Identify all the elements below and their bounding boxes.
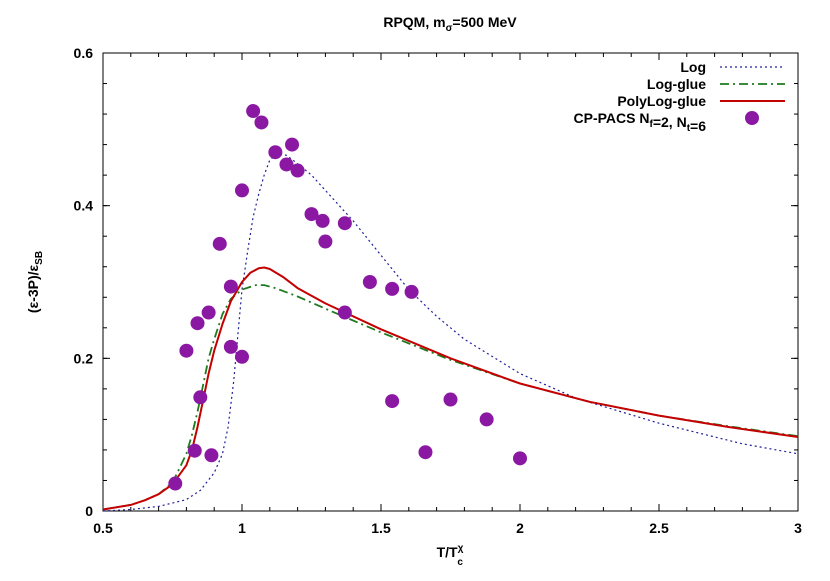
cp-pacs-nf-2-nt-6-point (246, 104, 261, 119)
y-axis-label-sub: SB (34, 251, 45, 265)
cp-pacs-nf-2-nt-6-point (285, 137, 300, 152)
x-axis: 0.5 1 1.5 2 2.5 3 (93, 53, 802, 536)
cp-pacs-nf-2-nt-6-point (268, 145, 283, 160)
legend-marker-points (745, 111, 759, 125)
cp-pacs-nf-2-nt-6-point (385, 281, 400, 296)
cp-pacs-nf-2-nt-6-point (337, 305, 352, 320)
x-axis-label-main: T/T (437, 544, 458, 560)
legend-label: Log-glue (647, 76, 706, 92)
legend-label-part: CP-PACS N (574, 110, 650, 126)
x-tick-label: 3 (794, 520, 802, 536)
chart-title-sub: σ (446, 23, 453, 34)
cp-pacs-nf-2-nt-6-point (404, 284, 419, 299)
x-axis-label: T/Tχ c (437, 543, 464, 568)
x-tick-label: 2.5 (649, 520, 669, 536)
cp-pacs-nf-2-nt-6-point (223, 279, 238, 294)
cp-pacs-nf-2-nt-6-point (168, 476, 183, 491)
y-tick-label: 0 (85, 503, 93, 519)
legend-label: Log (680, 59, 706, 75)
legend-label-part: =6 (690, 118, 706, 134)
y-axis-label-main: (ε-3P)/ε (25, 264, 41, 313)
y-tick-label: 0.2 (74, 350, 94, 366)
cp-pacs-nf-2-nt-6-point (193, 390, 208, 405)
cp-pacs-nf-2-nt-6-point (201, 305, 216, 320)
cp-pacs-nf-2-nt-6-point (235, 349, 249, 364)
chart-title: RPQM, mσ=500 MeV (383, 14, 517, 34)
cp-pacs-nf-2-nt-6-point (513, 451, 527, 466)
cp-pacs-nf-2-nt-6-point (418, 445, 433, 460)
legend-label-part: t (687, 123, 691, 134)
y-axis: 0 0.2 0.4 0.6 (74, 45, 798, 519)
plot-frame (102, 52, 799, 512)
x-tick-label: 0.5 (93, 520, 113, 536)
cp-pacs-nf-2-nt-6-point (318, 234, 333, 249)
y-axis-label: (ε-3P)/εSB (25, 251, 45, 313)
cp-pacs-nf-2-nt-6-point (315, 213, 330, 228)
x-tick-label: 1 (238, 520, 246, 536)
cp-pacs-nf-2-nt-6-point (385, 394, 400, 409)
cp-pacs-nf-2-nt-6-point (223, 339, 238, 354)
legend-label-part: =2, N (653, 114, 687, 130)
cp-pacs-nf-2-nt-6-point (187, 443, 202, 458)
cp-pacs-nf-2-nt-6-point (254, 115, 269, 130)
chart-title-main: RPQM, m (383, 14, 445, 30)
x-axis-label-sub: c (457, 557, 463, 568)
x-axis-label-sup: χ (458, 543, 464, 554)
x-tick-label: 2 (516, 520, 524, 536)
cp-pacs-nf-2-nt-6-point (179, 343, 194, 358)
y-tick-label: 0.6 (74, 45, 94, 61)
cp-pacs-nf-2-nt-6-point (479, 412, 494, 427)
cp-pacs-nf-2-nt-6-point (190, 316, 205, 331)
cp-pacs-nf-2-nt-6-point (279, 157, 294, 172)
cp-pacs-nf-2-nt-6-point (443, 392, 458, 407)
x-tick-label: 1.5 (371, 520, 391, 536)
legend-label-part: f (649, 119, 653, 130)
cp-pacs-nf-2-nt-6-point (290, 163, 305, 178)
cp-pacs-nf-2-nt-6-point (235, 183, 249, 198)
cp-pacs-nf-2-nt-6-point (337, 216, 352, 231)
cp-pacs-nf-2-nt-6-point (362, 275, 377, 289)
legend-label: CP-PACS Nf=2, Nt=6 (574, 110, 707, 134)
chart-title-tail: =500 MeV (452, 14, 517, 30)
y-tick-label: 0.4 (74, 198, 94, 214)
cp-pacs-nf-2-nt-6-point (212, 236, 227, 251)
cp-pacs-nf-2-nt-6-point (204, 448, 219, 463)
polylog-glue-line (102, 266, 799, 511)
cp-pacs-nf-2-nt-6-point (304, 207, 319, 222)
series-layer (102, 104, 799, 512)
legend-label: PolyLog-glue (617, 93, 706, 109)
